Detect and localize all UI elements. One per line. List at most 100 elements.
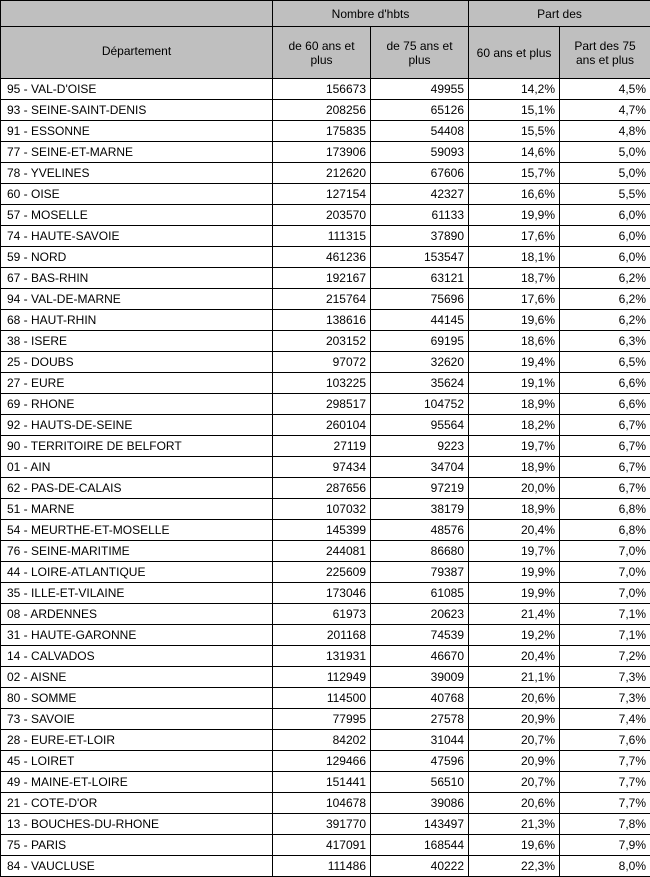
table-row: 25 - DOUBS970723262019,4%6,5% xyxy=(1,352,650,373)
cell-hbts60: 131931 xyxy=(273,646,371,667)
table-row: 93 - SEINE-SAINT-DENIS2082566512615,1%4,… xyxy=(1,100,650,121)
table-row: 92 - HAUTS-DE-SEINE2601049556418,2%6,7% xyxy=(1,415,650,436)
table-row: 38 - ISERE2031526919518,6%6,3% xyxy=(1,331,650,352)
cell-part60: 20,6% xyxy=(469,688,560,709)
cell-hbts75: 65126 xyxy=(371,100,469,121)
table-row: 60 - OISE1271544232716,6%5,5% xyxy=(1,184,650,205)
cell-hbts75: 104752 xyxy=(371,394,469,415)
cell-part75: 6,7% xyxy=(560,415,650,436)
table-row: 31 - HAUTE-GARONNE2011687453919,2%7,1% xyxy=(1,625,650,646)
cell-hbts75: 46670 xyxy=(371,646,469,667)
cell-part60: 18,9% xyxy=(469,394,560,415)
table-row: 51 - MARNE1070323817918,9%6,8% xyxy=(1,499,650,520)
cell-department: 51 - MARNE xyxy=(1,499,273,520)
header-hbts-75: de 75 ans et plus xyxy=(371,27,469,79)
table-row: 76 - SEINE-MARITIME2440818668019,7%7,0% xyxy=(1,541,650,562)
cell-hbts75: 48576 xyxy=(371,520,469,541)
cell-part60: 15,7% xyxy=(469,163,560,184)
header-part-75: Part des 75 ans et plus xyxy=(560,27,650,79)
cell-hbts60: 77995 xyxy=(273,709,371,730)
cell-part60: 20,4% xyxy=(469,520,560,541)
cell-part75: 7,7% xyxy=(560,751,650,772)
cell-hbts75: 37890 xyxy=(371,226,469,247)
cell-hbts75: 74539 xyxy=(371,625,469,646)
cell-department: 95 - VAL-D'OISE xyxy=(1,79,273,100)
cell-part75: 7,7% xyxy=(560,772,650,793)
cell-hbts60: 97072 xyxy=(273,352,371,373)
table-row: 08 - ARDENNES619732062321,4%7,1% xyxy=(1,604,650,625)
cell-part60: 19,9% xyxy=(469,205,560,226)
table-row: 54 - MEURTHE-ET-MOSELLE1453994857620,4%6… xyxy=(1,520,650,541)
cell-department: 67 - BAS-RHIN xyxy=(1,268,273,289)
cell-part75: 7,9% xyxy=(560,835,650,856)
cell-hbts60: 84202 xyxy=(273,730,371,751)
cell-hbts60: 111486 xyxy=(273,856,371,877)
cell-part60: 14,2% xyxy=(469,79,560,100)
cell-hbts60: 215764 xyxy=(273,289,371,310)
cell-hbts75: 59093 xyxy=(371,142,469,163)
cell-hbts60: 97434 xyxy=(273,457,371,478)
cell-part75: 6,2% xyxy=(560,310,650,331)
table-row: 95 - VAL-D'OISE1566734995514,2%4,5% xyxy=(1,79,650,100)
cell-hbts75: 49955 xyxy=(371,79,469,100)
table-row: 91 - ESSONNE1758355440815,5%4,8% xyxy=(1,121,650,142)
cell-hbts60: 201168 xyxy=(273,625,371,646)
cell-part60: 19,1% xyxy=(469,373,560,394)
cell-hbts60: 298517 xyxy=(273,394,371,415)
cell-part75: 6,2% xyxy=(560,289,650,310)
cell-part60: 15,1% xyxy=(469,100,560,121)
cell-part75: 7,0% xyxy=(560,583,650,604)
cell-hbts75: 47596 xyxy=(371,751,469,772)
cell-hbts75: 56510 xyxy=(371,772,469,793)
table-row: 02 - AISNE1129493900921,1%7,3% xyxy=(1,667,650,688)
cell-part75: 7,8% xyxy=(560,814,650,835)
cell-hbts60: 151441 xyxy=(273,772,371,793)
cell-hbts60: 61973 xyxy=(273,604,371,625)
cell-hbts75: 61085 xyxy=(371,583,469,604)
cell-hbts60: 287656 xyxy=(273,478,371,499)
cell-part75: 8,0% xyxy=(560,856,650,877)
cell-hbts75: 20623 xyxy=(371,604,469,625)
table-row: 62 - PAS-DE-CALAIS2876569721920,0%6,7% xyxy=(1,478,650,499)
cell-hbts60: 203570 xyxy=(273,205,371,226)
cell-department: 77 - SEINE-ET-MARNE xyxy=(1,142,273,163)
table-row: 59 - NORD46123615354718,1%6,0% xyxy=(1,247,650,268)
cell-hbts60: 212620 xyxy=(273,163,371,184)
table-row: 94 - VAL-DE-MARNE2157647569617,6%6,2% xyxy=(1,289,650,310)
cell-part60: 20,9% xyxy=(469,751,560,772)
cell-part60: 21,4% xyxy=(469,604,560,625)
cell-hbts60: 127154 xyxy=(273,184,371,205)
cell-department: 28 - EURE-ET-LOIR xyxy=(1,730,273,751)
cell-hbts60: 145399 xyxy=(273,520,371,541)
cell-part75: 6,7% xyxy=(560,436,650,457)
header-hbts-60: de 60 ans et plus xyxy=(273,27,371,79)
cell-part60: 18,2% xyxy=(469,415,560,436)
cell-hbts75: 39086 xyxy=(371,793,469,814)
cell-hbts60: 156673 xyxy=(273,79,371,100)
cell-hbts75: 153547 xyxy=(371,247,469,268)
cell-hbts60: 208256 xyxy=(273,100,371,121)
cell-department: 38 - ISERE xyxy=(1,331,273,352)
table-row: 28 - EURE-ET-LOIR842023104420,7%7,6% xyxy=(1,730,650,751)
cell-part60: 15,5% xyxy=(469,121,560,142)
cell-part60: 20,7% xyxy=(469,730,560,751)
cell-part75: 6,8% xyxy=(560,499,650,520)
cell-part75: 7,3% xyxy=(560,667,650,688)
cell-department: 54 - MEURTHE-ET-MOSELLE xyxy=(1,520,273,541)
cell-hbts75: 168544 xyxy=(371,835,469,856)
cell-hbts75: 34704 xyxy=(371,457,469,478)
cell-hbts60: 114500 xyxy=(273,688,371,709)
cell-department: 57 - MOSELLE xyxy=(1,205,273,226)
cell-part75: 6,0% xyxy=(560,226,650,247)
cell-hbts60: 244081 xyxy=(273,541,371,562)
header-department: Département xyxy=(1,27,273,79)
cell-part75: 7,4% xyxy=(560,709,650,730)
table-row: 44 - LOIRE-ATLANTIQUE2256097938719,9%7,0… xyxy=(1,562,650,583)
cell-department: 01 - AIN xyxy=(1,457,273,478)
cell-department: 02 - AISNE xyxy=(1,667,273,688)
cell-part75: 6,6% xyxy=(560,373,650,394)
cell-department: 21 - COTE-D'OR xyxy=(1,793,273,814)
cell-part60: 16,6% xyxy=(469,184,560,205)
cell-hbts75: 54408 xyxy=(371,121,469,142)
cell-part75: 6,7% xyxy=(560,478,650,499)
